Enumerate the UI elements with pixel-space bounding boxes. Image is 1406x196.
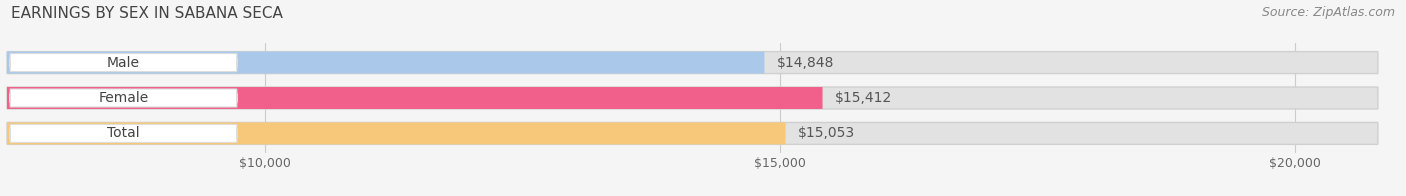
Text: $15,053: $15,053 (797, 126, 855, 140)
FancyBboxPatch shape (7, 52, 1378, 74)
FancyBboxPatch shape (7, 87, 823, 109)
FancyBboxPatch shape (7, 122, 786, 144)
Text: EARNINGS BY SEX IN SABANA SECA: EARNINGS BY SEX IN SABANA SECA (11, 6, 283, 21)
FancyBboxPatch shape (10, 124, 236, 142)
FancyBboxPatch shape (7, 122, 1378, 144)
FancyBboxPatch shape (10, 54, 236, 72)
Text: $15,412: $15,412 (835, 91, 893, 105)
FancyBboxPatch shape (7, 52, 765, 74)
Text: $14,848: $14,848 (776, 56, 834, 70)
Text: Source: ZipAtlas.com: Source: ZipAtlas.com (1261, 6, 1395, 19)
FancyBboxPatch shape (10, 89, 236, 107)
Text: Male: Male (107, 56, 141, 70)
FancyBboxPatch shape (7, 87, 1378, 109)
Text: Total: Total (107, 126, 139, 140)
Text: Female: Female (98, 91, 149, 105)
